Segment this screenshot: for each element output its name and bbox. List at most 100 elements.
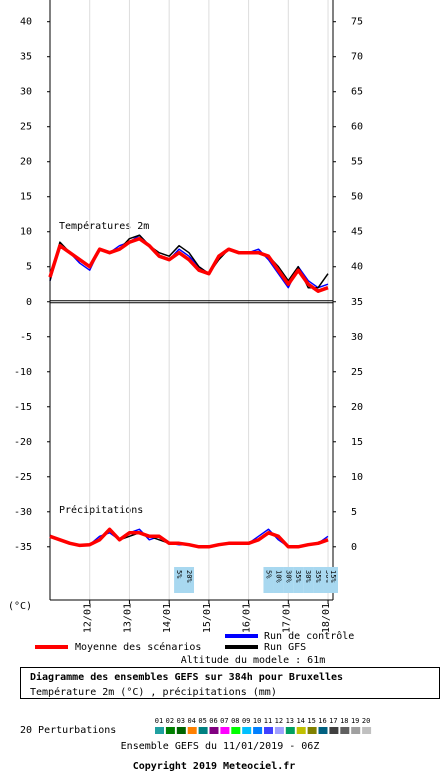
y-tick-label: 40 [20, 17, 32, 28]
perturbation-number: 07 [220, 717, 228, 725]
snow-box [328, 567, 338, 593]
perturbation-number: 11 [264, 717, 272, 725]
x-tick-label: 13/01 [122, 603, 133, 633]
perturbation-color [274, 727, 284, 734]
y-tick-label: -35 [14, 542, 32, 553]
perturbation-color [264, 727, 273, 734]
snow-label: 10% [274, 570, 282, 583]
y-tick-label: -10 [14, 367, 32, 378]
y-tick-label: -20 [14, 437, 32, 448]
annotation: Précipitations [59, 504, 143, 516]
perturbation-color [242, 727, 252, 734]
perturbation-color [307, 727, 317, 734]
x-tick-label: 17/01 [281, 603, 292, 633]
y-tick-label: 10 [20, 227, 32, 238]
y2-tick-label: 40 [351, 262, 363, 273]
perturbation-number: 19 [351, 717, 359, 725]
snow-box [303, 567, 314, 593]
snow-label: 35% [294, 570, 302, 583]
perturbation-color [155, 727, 164, 734]
footer: Ensemble GEFS du 11/01/2019 - 06Z [121, 741, 320, 752]
perturbation-number: 17 [329, 717, 337, 725]
perturbation-color [329, 727, 339, 734]
y2-tick-label: 25 [351, 367, 363, 378]
snow-label: 5% [175, 570, 183, 579]
y-tick-label: 35 [20, 52, 32, 63]
snow-box [184, 567, 195, 593]
copyright: Copyright 2019 Meteociel.fr [133, 760, 296, 772]
perturbation-color [318, 727, 328, 734]
snow-box [313, 567, 324, 593]
y-tick-label: 15 [20, 192, 32, 203]
legend-label: Run de contrôle [264, 630, 354, 642]
precipitation-line [49, 527, 329, 549]
y2-tick-label: 30 [351, 332, 363, 343]
perturbation-number: 13 [286, 717, 294, 725]
title: Diagramme des ensembles GEFS sur 384h po… [30, 671, 343, 683]
y-axis-label: (°C) [8, 601, 32, 612]
x-tick-label: 14/01 [162, 603, 173, 633]
perturbation-number: 04 [187, 717, 195, 725]
perturbation-color [198, 727, 208, 734]
perturbation-color [285, 727, 295, 734]
snow-label: 5% [264, 570, 272, 579]
y2-tick-label: 60 [351, 122, 363, 133]
perturbation-number: 20 [362, 717, 370, 725]
y2-tick-label: 10 [351, 472, 363, 483]
perturbation-number: 18 [340, 717, 348, 725]
y2-tick-label: 70 [351, 52, 363, 63]
y-tick-label: -15 [14, 402, 32, 413]
y-tick-label: 5 [26, 262, 32, 273]
perturbations-label: 20 Perturbations [20, 725, 116, 736]
perturbation-number: 05 [198, 717, 206, 725]
y-tick-label: 25 [20, 122, 32, 133]
y2-tick-label: 15 [351, 437, 363, 448]
perturbation-number: 06 [209, 717, 217, 725]
y2-tick-label: 20 [351, 402, 363, 413]
y-tick-label: -25 [14, 472, 32, 483]
perturbation-number: 02 [166, 717, 174, 725]
perturbation-number: 01 [155, 717, 163, 725]
snow-label: 30% [284, 570, 292, 583]
subtitle: Température 2m (°C) , précipitations (mm… [30, 686, 277, 698]
x-tick-label: 18/01 [321, 603, 332, 633]
snow-box [174, 567, 185, 593]
y2-tick-label: 55 [351, 157, 363, 168]
y2-tick-label: 35 [351, 297, 363, 308]
perturbation-color [209, 727, 219, 734]
snow-box [263, 567, 274, 593]
perturbation-color [220, 727, 230, 734]
y2-tick-label: 0 [351, 542, 357, 553]
perturbation-color [187, 727, 197, 734]
y-tick-label: 30 [20, 87, 32, 98]
temperature-line [48, 236, 329, 293]
perturbation-color [351, 727, 361, 734]
perturbation-number: 08 [231, 717, 239, 725]
perturbation-color [253, 727, 263, 734]
perturbation-number: 10 [253, 717, 261, 725]
snow-box [283, 567, 294, 593]
x-tick-label: 16/01 [242, 603, 253, 633]
legend-label: Run GFS [264, 642, 306, 653]
perturbation-number: 03 [177, 717, 185, 725]
perturbation-color [231, 727, 241, 734]
snow-box [273, 567, 284, 593]
legend-label: Moyenne des scénarios [75, 641, 201, 653]
perturbation-color [340, 727, 350, 734]
perturbation-color [296, 727, 306, 734]
snow-label: 35% [314, 570, 322, 583]
x-tick-label: 12/01 [83, 603, 94, 633]
perturbation-number: 14 [296, 717, 304, 725]
snow-label: 15% [329, 570, 337, 583]
perturbation-number: 15 [307, 717, 315, 725]
perturbation-number: 16 [318, 717, 326, 725]
perturbation-color [176, 727, 186, 734]
perturbation-number: 12 [275, 717, 283, 725]
snow-label: 20% [185, 570, 193, 583]
x-tick-label: 15/01 [202, 603, 213, 633]
y2-tick-label: 5 [351, 507, 357, 518]
perturbation-number: 09 [242, 717, 250, 725]
title-box [20, 667, 440, 699]
y2-tick-label: 45 [351, 227, 363, 238]
